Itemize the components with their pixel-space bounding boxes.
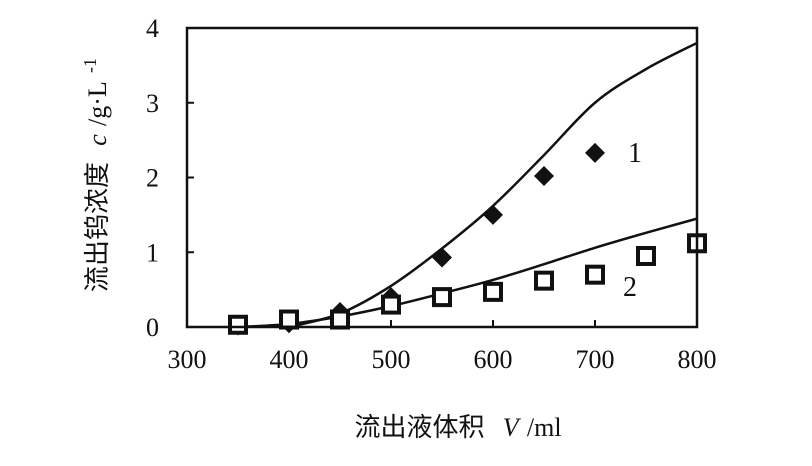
x-tick-label: 300 [168, 345, 207, 374]
x-axis-variable: V [503, 413, 522, 442]
x-tick-label: 800 [678, 345, 717, 374]
x-axis-title-text: 流出液体积 [354, 413, 484, 443]
y-tick-label: 4 [146, 14, 159, 43]
y-tick-label: 2 [146, 164, 159, 193]
series-label-1: 1 [628, 138, 642, 169]
x-tick-label: 600 [474, 345, 513, 374]
x-tick-label: 700 [576, 345, 615, 374]
marker-series-1 [483, 204, 503, 225]
x-tick-label: 400 [270, 345, 309, 374]
y-tick-label: 0 [146, 313, 159, 342]
y-axis-unit: /g·L [83, 81, 112, 126]
axis-ticks [186, 27, 698, 328]
y-axis-title: 流出钨浓度 c /g·L -1 [80, 58, 113, 292]
y-axis-title-text: 流出钨浓度 [83, 162, 113, 292]
marker-series-2 [585, 264, 605, 285]
y-tick-label: 1 [146, 238, 159, 267]
y-axis-variable: c [83, 134, 112, 146]
fit-curve-series-2 [237, 217, 698, 329]
marker-series-1 [534, 166, 554, 187]
x-tick-label: 500 [372, 345, 411, 374]
marker-series-2 [228, 314, 248, 335]
data-markers [228, 142, 707, 336]
plot-frame [185, 26, 699, 329]
marker-series-2 [483, 281, 503, 302]
x-axis-unit: /ml [527, 413, 562, 442]
marker-series-2 [636, 245, 656, 266]
marker-series-2 [432, 287, 452, 308]
x-axis-title: 流出液体积 V /ml [354, 413, 561, 443]
series-label-2: 2 [623, 272, 637, 303]
y-axis-exponent: -1 [80, 58, 100, 73]
marker-series-2 [381, 294, 401, 315]
y-tick-label: 3 [146, 89, 159, 118]
tick-labels: 300 400 500 600 700 800 0 1 2 3 4 [146, 14, 717, 374]
marker-series-1 [585, 142, 605, 163]
marker-series-2 [279, 309, 299, 330]
marker-series-2 [330, 309, 350, 330]
marker-series-1 [432, 247, 452, 268]
marker-series-2 [534, 270, 554, 291]
